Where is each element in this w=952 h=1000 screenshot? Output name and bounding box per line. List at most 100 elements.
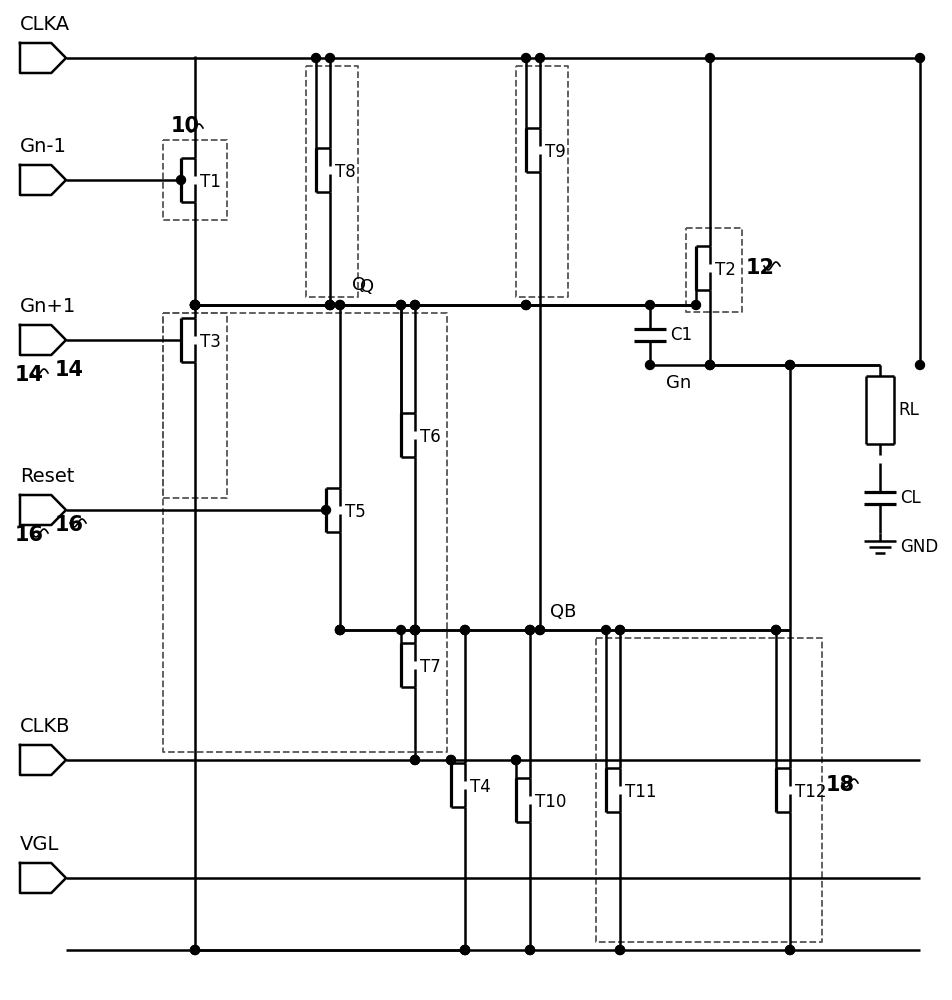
Text: 10: 10 — [171, 116, 200, 136]
Circle shape — [190, 300, 200, 310]
Circle shape — [526, 626, 534, 635]
Circle shape — [705, 360, 715, 369]
Circle shape — [771, 626, 781, 635]
Circle shape — [616, 946, 625, 954]
Text: T4: T4 — [470, 778, 490, 796]
Circle shape — [190, 300, 200, 310]
Circle shape — [645, 360, 655, 369]
Circle shape — [176, 176, 186, 184]
Text: T7: T7 — [420, 658, 441, 676]
Circle shape — [616, 626, 625, 635]
Circle shape — [771, 626, 781, 635]
Text: T9: T9 — [545, 143, 565, 161]
Circle shape — [410, 300, 420, 310]
Circle shape — [190, 946, 200, 954]
Circle shape — [335, 300, 345, 310]
Circle shape — [326, 300, 334, 310]
Circle shape — [691, 300, 701, 310]
Circle shape — [535, 626, 545, 635]
Text: T3: T3 — [200, 333, 221, 351]
Circle shape — [190, 300, 200, 310]
Text: T6: T6 — [420, 428, 441, 446]
Text: CLKB: CLKB — [20, 716, 70, 736]
Circle shape — [511, 756, 521, 764]
Circle shape — [645, 300, 655, 310]
Circle shape — [396, 626, 406, 635]
Text: Reset: Reset — [20, 466, 74, 486]
Circle shape — [410, 626, 420, 635]
Circle shape — [785, 360, 795, 369]
Circle shape — [410, 626, 420, 635]
Circle shape — [461, 626, 469, 635]
Text: 16: 16 — [15, 525, 44, 545]
Circle shape — [396, 300, 406, 310]
Circle shape — [190, 300, 200, 310]
Circle shape — [410, 626, 420, 635]
Text: QB: QB — [550, 603, 576, 621]
Text: VGL: VGL — [20, 834, 59, 854]
Circle shape — [326, 300, 334, 310]
Text: T10: T10 — [535, 793, 566, 811]
Text: T11: T11 — [625, 783, 657, 801]
Circle shape — [522, 53, 530, 62]
Circle shape — [410, 626, 420, 635]
Circle shape — [522, 300, 530, 310]
Circle shape — [916, 360, 924, 369]
Circle shape — [535, 626, 545, 635]
Circle shape — [446, 756, 455, 764]
Circle shape — [526, 626, 534, 635]
Circle shape — [461, 626, 469, 635]
Text: C1: C1 — [670, 326, 692, 344]
Circle shape — [461, 946, 469, 954]
Text: 14: 14 — [15, 365, 44, 385]
Text: CLKA: CLKA — [20, 14, 70, 33]
Text: 18: 18 — [826, 775, 855, 795]
Circle shape — [190, 300, 200, 310]
Circle shape — [335, 626, 345, 635]
Text: T2: T2 — [715, 261, 736, 279]
Circle shape — [335, 300, 345, 310]
Circle shape — [461, 946, 469, 954]
Circle shape — [461, 946, 469, 954]
Text: Gn: Gn — [666, 374, 691, 392]
Circle shape — [335, 626, 345, 635]
Circle shape — [410, 756, 420, 764]
Circle shape — [785, 946, 795, 954]
Text: RL: RL — [898, 401, 919, 419]
Text: T8: T8 — [335, 163, 356, 181]
Text: T5: T5 — [345, 503, 366, 521]
Circle shape — [705, 360, 715, 369]
Circle shape — [410, 626, 420, 635]
Circle shape — [916, 53, 924, 62]
Circle shape — [535, 53, 545, 62]
Circle shape — [616, 946, 625, 954]
Circle shape — [785, 946, 795, 954]
Text: CL: CL — [900, 489, 921, 507]
Text: GND: GND — [900, 538, 939, 556]
Text: Q: Q — [352, 276, 367, 294]
Circle shape — [526, 946, 534, 954]
Circle shape — [616, 626, 625, 635]
Circle shape — [446, 756, 455, 764]
Circle shape — [190, 946, 200, 954]
Circle shape — [526, 946, 534, 954]
Circle shape — [335, 626, 345, 635]
Circle shape — [311, 53, 321, 62]
Circle shape — [410, 300, 420, 310]
Text: Gn-1: Gn-1 — [20, 136, 67, 155]
Circle shape — [322, 506, 330, 514]
Circle shape — [602, 626, 610, 635]
Circle shape — [511, 756, 521, 764]
Circle shape — [705, 53, 715, 62]
Circle shape — [410, 756, 420, 764]
Circle shape — [326, 300, 334, 310]
Text: Gn+1: Gn+1 — [20, 296, 76, 316]
Text: 14: 14 — [55, 360, 84, 380]
Text: 16: 16 — [55, 515, 84, 535]
Text: T12: T12 — [795, 783, 826, 801]
Text: 12: 12 — [746, 258, 775, 278]
Circle shape — [326, 53, 334, 62]
Circle shape — [522, 300, 530, 310]
Circle shape — [396, 300, 406, 310]
Text: T1: T1 — [200, 173, 221, 191]
